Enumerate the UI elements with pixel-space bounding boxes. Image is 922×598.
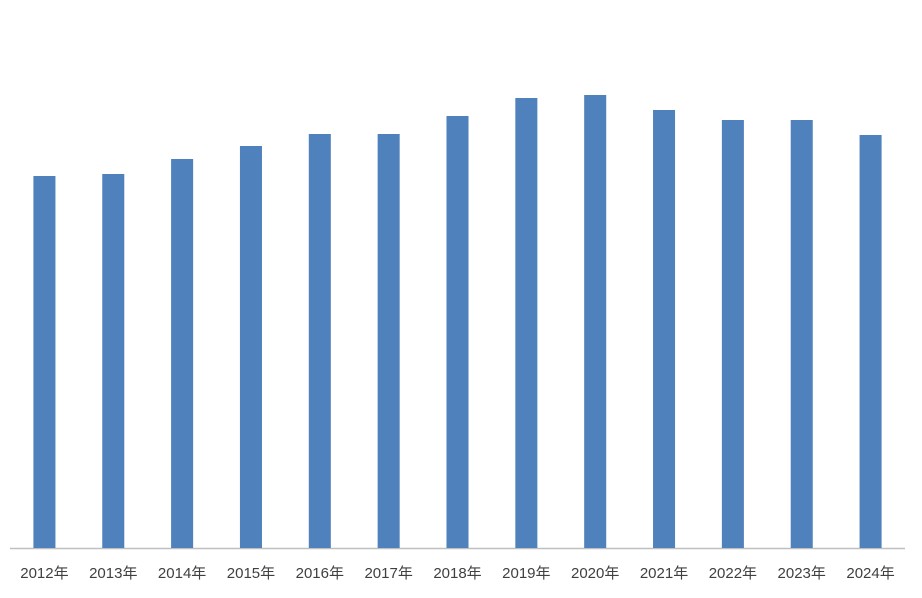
bar [239,146,262,548]
x-tick-label: 2016年 [296,565,344,582]
bar [584,95,607,548]
x-tick-label: 2019年 [502,565,550,582]
bar [171,159,194,548]
bar [859,135,882,548]
bar [790,120,813,548]
x-tick-label: 2022年 [709,565,757,582]
bar [446,116,469,548]
x-tick-label: 2014年 [158,565,206,582]
x-tick-label: 2013年 [89,565,137,582]
bar [102,174,125,548]
bar [721,120,744,548]
bar [515,98,538,548]
bar [653,110,676,548]
bar [377,134,400,548]
x-tick-label: 2023年 [778,565,826,582]
x-tick-label: 2021年 [640,565,688,582]
x-tick-label: 2012年 [20,565,68,582]
x-tick-label: 2020年 [571,565,619,582]
x-tick-label: 2024年 [846,565,894,582]
x-tick-label: 2018年 [433,565,481,582]
bar [33,176,56,548]
x-tick-label: 2017年 [364,565,412,582]
bar [308,134,331,548]
x-tick-label: 2015年 [227,565,275,582]
